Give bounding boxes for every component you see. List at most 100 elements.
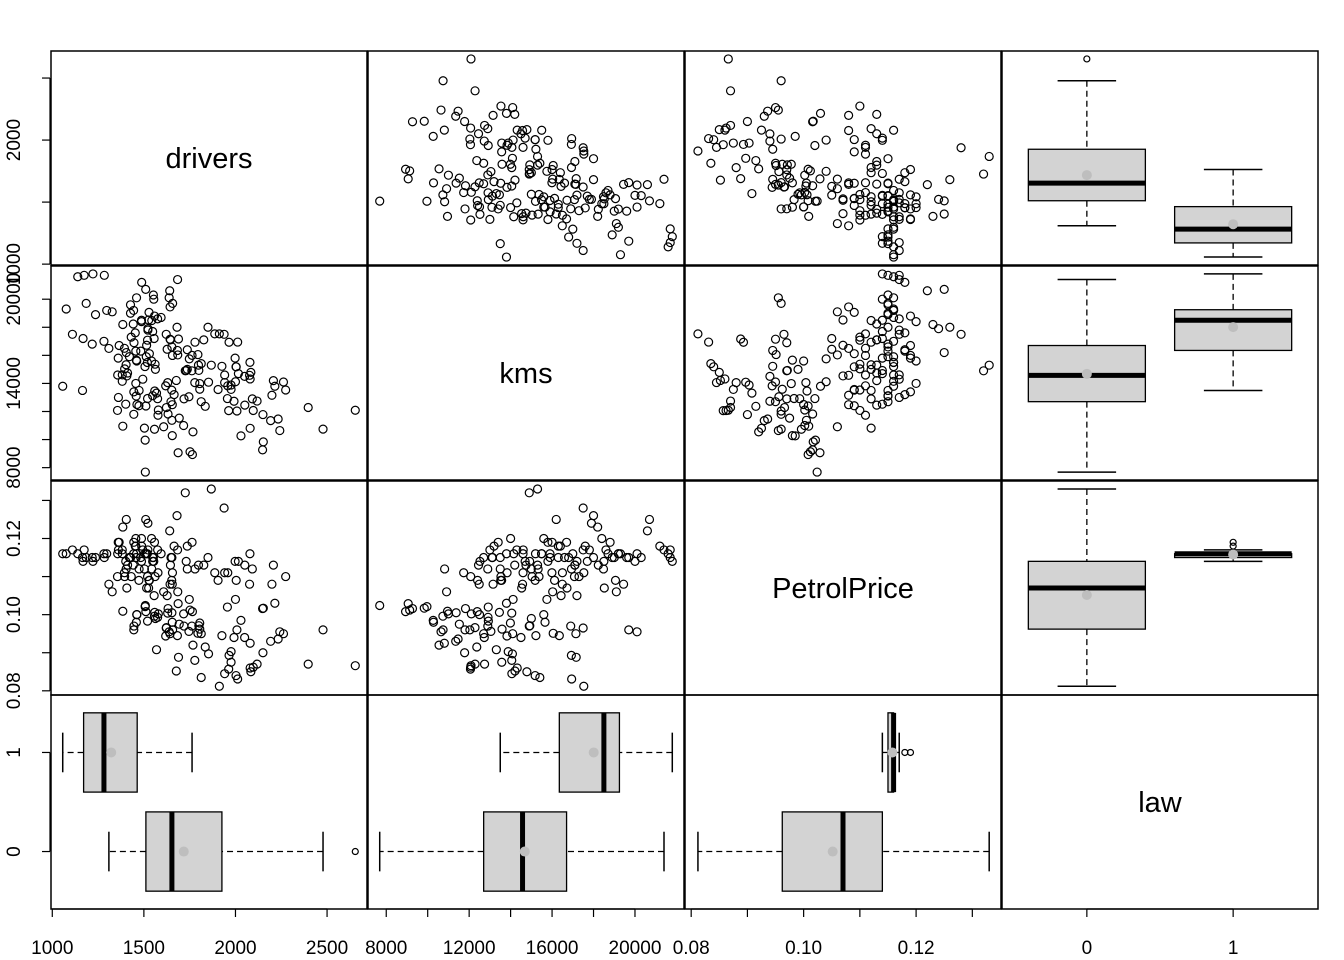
mean-point [1081,589,1092,600]
data-point [747,188,757,199]
data-point [894,245,904,256]
data-point [318,625,328,635]
data-point [278,629,289,639]
data-point [487,191,498,201]
data-point [905,350,916,360]
data-point [776,298,786,309]
data-point [877,135,887,145]
data-point [509,212,519,222]
data-point [821,135,831,145]
panel-border [1001,50,1319,266]
panel-law-vs-law: law [1001,694,1319,910]
mean-point [1081,368,1092,379]
data-point [132,610,142,620]
data-point [240,632,250,643]
data-point [179,621,189,631]
boxplot-law-1 [499,712,674,793]
data-point [832,218,842,229]
data-point [889,222,899,232]
data-point [510,175,520,185]
data-point [636,191,646,201]
data-point [512,198,522,208]
x-tick-label: 0.10 [785,938,822,959]
data-point [153,405,163,415]
data-point [522,667,532,677]
data-point [375,600,385,611]
data-point [520,133,530,143]
data-point [81,552,91,563]
data-point [860,149,871,159]
data-point [872,179,882,189]
mean-point [1081,170,1092,181]
data-point [693,329,703,339]
data-point [128,319,138,329]
data-point [728,138,738,148]
data-point [502,140,512,150]
data-point [422,196,432,206]
data-point [877,168,887,179]
data-point [153,394,163,404]
data-point [214,681,224,691]
data-point [113,549,123,559]
x-tick-label: 1 [1228,938,1239,959]
data-point [318,424,328,434]
data-point [149,294,159,304]
x-tick-label: 0 [1082,938,1093,959]
data-point [555,168,565,178]
boxplot-law-0 [378,811,665,892]
data-point [273,414,283,424]
data-point [163,608,173,618]
data-point [786,159,796,169]
data-point [524,169,534,179]
data-point [855,335,865,345]
data-point [78,333,88,344]
data-point [117,370,127,380]
data-point [567,674,577,684]
data-point [905,204,916,214]
data-point [883,308,893,318]
panel-border [684,50,1002,266]
y-axis-law: 01 [4,747,51,857]
data-point [872,376,882,386]
data-point [188,427,198,437]
data-point [905,214,916,224]
data-point [240,371,250,382]
data-point [451,111,461,121]
data-point [102,305,112,316]
panel-border [367,50,685,266]
data-point [153,410,163,420]
data-point [613,549,623,559]
data-point [99,270,109,280]
data-point [567,133,577,144]
data-point [784,413,795,423]
data-point [723,54,733,64]
data-point [984,151,994,162]
data-point [173,599,183,609]
data-point [571,652,581,662]
data-point [442,211,453,221]
data-point [779,329,789,339]
data-point [618,179,629,189]
data-point [889,185,899,196]
data-point [768,174,778,184]
data-point [889,357,899,367]
data-point [129,409,139,419]
data-point [303,402,313,413]
data-point [507,649,518,659]
data-point [532,151,543,162]
data-point [512,663,522,673]
data-point [894,392,904,403]
data-point [613,222,623,232]
data-point [578,503,588,513]
data-point [428,178,439,188]
data-point [624,178,634,188]
data-point [224,650,234,660]
data-point [232,406,242,416]
data-point [844,110,854,120]
x-tick-label: 1500 [123,938,165,959]
data-point [799,399,809,410]
data-point [87,339,97,349]
data-point [479,632,489,643]
data-point [860,370,871,380]
data-point [119,568,130,578]
